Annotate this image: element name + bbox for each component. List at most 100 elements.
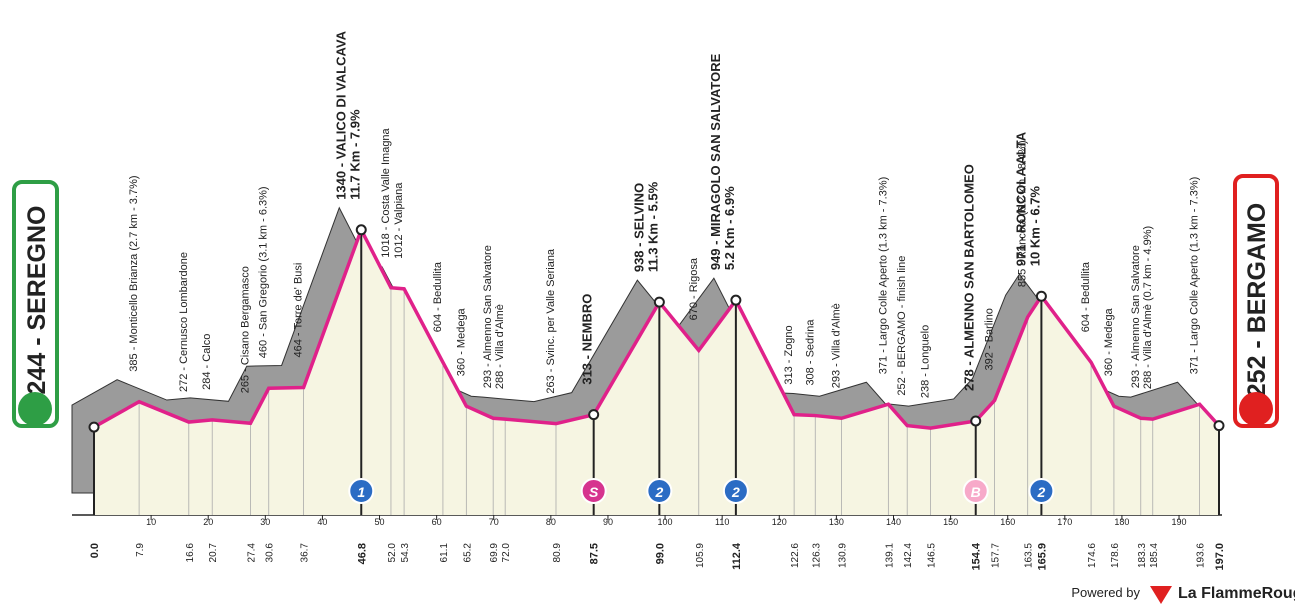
waypoint-label: 293 - Almenno San Salvatore xyxy=(482,245,494,388)
waypoint-label: 288 - Villa d'Almè (0.7 km - 4.9%) xyxy=(1142,226,1154,389)
km-label: 87.5 xyxy=(589,543,601,564)
waypoint-label: 371 - Largo Colle Aperto (1.3 km - 7.3%) xyxy=(877,177,889,374)
km-label: 61.1 xyxy=(439,543,450,563)
km-label: 139.1 xyxy=(884,543,895,568)
point-dot xyxy=(1213,420,1225,432)
km-label: 146.5 xyxy=(927,543,938,568)
waypoint-label: 293 - Villa d'Almè xyxy=(831,303,843,388)
km-label: 165.9 xyxy=(1036,543,1048,571)
x-tick-label: 80 xyxy=(546,517,556,527)
start-label: 244 - SEREGNO xyxy=(23,206,51,395)
finish-icon xyxy=(1239,392,1273,426)
brand: La FlammeRouge xyxy=(1178,585,1295,602)
waypoint-label: 855 - Roncola (6.2 km - 8.4%) xyxy=(1017,140,1029,287)
waypoint-label: 464 - Torre de' Busi xyxy=(293,263,305,358)
waypoint-label: 5.2 Km - 6.9% xyxy=(722,186,737,270)
x-tick-label: 120 xyxy=(772,517,787,527)
point-dot xyxy=(730,294,742,306)
powered-by: Powered by xyxy=(1071,585,1140,600)
start-icon xyxy=(18,392,52,426)
x-tick-label: 30 xyxy=(260,517,270,527)
climb-marker xyxy=(348,478,375,504)
climb-marker xyxy=(580,478,607,504)
km-label: 193.6 xyxy=(1196,543,1207,568)
km-label: 46.8 xyxy=(356,543,368,564)
climb-marker-label: B xyxy=(971,484,981,500)
waypoint-label: 1012 - Valpiana xyxy=(393,182,405,259)
km-label: 80.9 xyxy=(552,543,563,563)
x-tick-label: 110 xyxy=(715,517,729,527)
km-label: 185.4 xyxy=(1149,543,1160,568)
waypoint-label: 360 - Medega xyxy=(455,307,467,376)
x-tick-label: 160 xyxy=(1000,517,1015,527)
km-label: 183.3 xyxy=(1137,543,1148,568)
waypoint-label: 670 - Rigosa xyxy=(688,257,700,320)
climb-marker xyxy=(646,478,673,504)
x-tick-label: 10 xyxy=(146,517,156,527)
point-dot xyxy=(588,409,600,421)
waypoint-label: 604 - Bedullita xyxy=(1080,261,1092,332)
x-tick-label: 90 xyxy=(603,517,613,527)
waypoint-label: 938 - SELVINO xyxy=(631,183,646,272)
climb-marker xyxy=(962,478,989,504)
km-label: 174.6 xyxy=(1087,543,1098,568)
waypoint-label: 11.7 Km - 7.9% xyxy=(347,109,362,200)
waypoint-label: 949 - MIRAGOLO SAN SALVATORE xyxy=(708,53,723,270)
km-label: 126.3 xyxy=(811,543,822,568)
km-label: 122.6 xyxy=(790,543,801,568)
km-label: 7.9 xyxy=(135,543,146,557)
waypoint-label: 252 - BERGAMO - finish line xyxy=(896,256,908,396)
waypoint-label: 278 - ALMENNO SAN BARTOLOMEO xyxy=(962,164,977,391)
waypoint-label: 272 - Cernusco Lombardone xyxy=(178,252,190,392)
km-label: 130.9 xyxy=(838,543,849,568)
x-tick-label: 40 xyxy=(317,517,327,527)
waypoint-label: 313 - NEMBRO xyxy=(580,294,595,385)
km-label: 0.0 xyxy=(89,543,101,558)
km-label: 178.6 xyxy=(1110,543,1121,568)
km-label: 197.0 xyxy=(1214,543,1226,571)
km-label: 154.4 xyxy=(971,542,983,570)
km-label: 54.3 xyxy=(400,543,411,563)
waypoint-label: 385 - Monticello Brianza (2.7 km - 3.7%) xyxy=(128,175,140,371)
waypoint-label: 971 - RONCOLA ALTA xyxy=(1013,131,1028,266)
waypoint-label: 238 - Longuelo xyxy=(920,325,932,398)
waypoint-label: 308 - Sedrina xyxy=(804,319,816,386)
brand-logo xyxy=(1150,586,1172,604)
x-tick-label: 100 xyxy=(658,517,673,527)
profile-line xyxy=(93,225,1221,430)
profile-area xyxy=(94,229,1219,516)
waypoint-label: 460 - San Gregorio (3.1 km - 6.3%) xyxy=(258,186,270,358)
point-dot xyxy=(355,224,367,236)
km-label: 105.9 xyxy=(695,543,706,568)
waypoint-label: 284 - Calco xyxy=(201,334,213,390)
x-tick-label: 140 xyxy=(886,517,901,527)
km-label: 65.2 xyxy=(462,543,473,563)
km-label: 36.7 xyxy=(300,543,311,563)
km-label: 20.7 xyxy=(208,543,219,563)
finish-label: 252 - BERGAMO xyxy=(1243,203,1271,397)
climb-marker xyxy=(1028,478,1055,504)
waypoint-label: 1018 - Costa Valle Imagna xyxy=(380,127,392,257)
x-tick-label: 190 xyxy=(1172,517,1187,527)
waypoint-label: 392 - Barlino xyxy=(984,308,996,370)
km-label: 163.5 xyxy=(1024,543,1035,568)
km-label: 72.0 xyxy=(501,543,512,563)
start-box xyxy=(12,180,59,428)
climb-marker-label: 2 xyxy=(1037,484,1046,500)
waypoint-label: 288 - Villa d'Almè xyxy=(494,304,506,389)
waypoint-label: 313 - Zogno xyxy=(783,325,795,384)
km-label: 27.4 xyxy=(246,543,257,563)
km-label: 69.9 xyxy=(489,543,500,563)
waypoint-label: 293 - Almenno San Salvatore xyxy=(1130,245,1142,388)
point-dot xyxy=(653,296,665,308)
x-tick-label: 50 xyxy=(375,517,385,527)
climb-marker-label: S xyxy=(589,484,599,500)
waypoint-label: 604 - Bedullita xyxy=(432,261,444,332)
km-label: 142.4 xyxy=(903,543,914,568)
x-tick-label: 130 xyxy=(829,517,844,527)
climb-marker xyxy=(722,478,749,504)
km-label: 30.6 xyxy=(265,543,276,563)
climb-marker-label: 2 xyxy=(654,484,663,500)
point-dot xyxy=(1035,290,1047,302)
